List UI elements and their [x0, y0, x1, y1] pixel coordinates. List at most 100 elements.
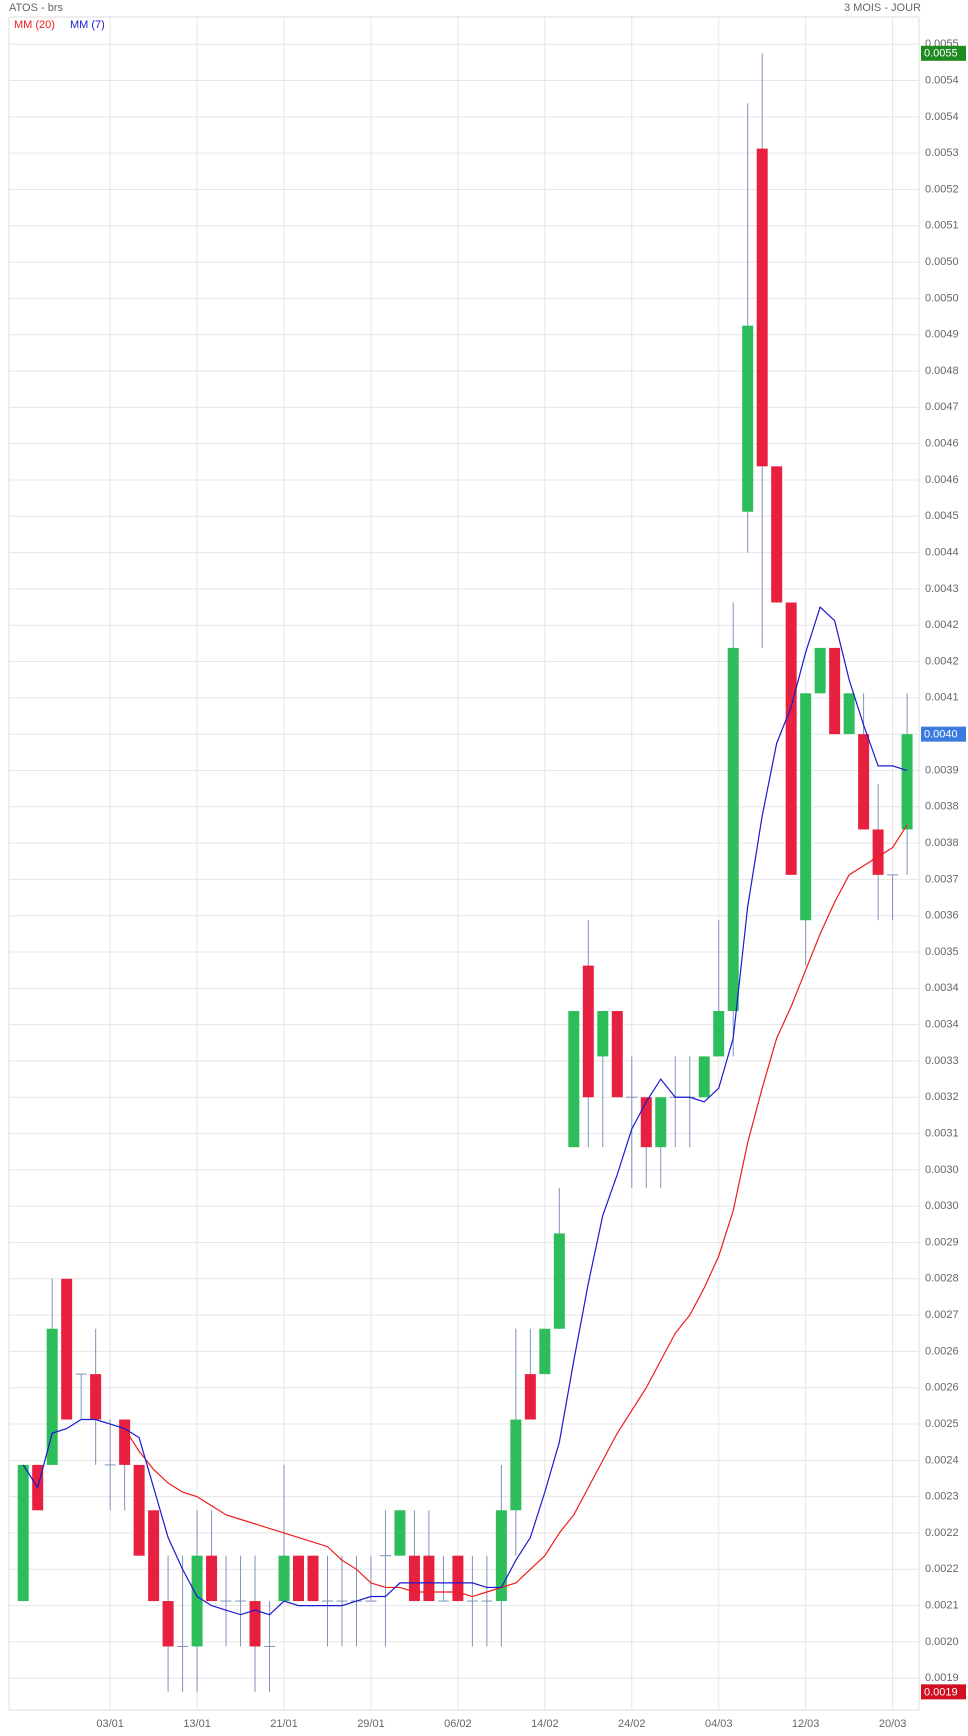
- price-marker: [921, 1684, 966, 1700]
- x-tick-label: 20/03: [879, 1718, 907, 1730]
- chart-title: ATOS - brs: [9, 2, 63, 14]
- candle-body: [394, 1510, 406, 1556]
- y-tick-label: 0.0043: [925, 583, 959, 595]
- candle-body: [423, 1555, 435, 1602]
- y-tick-label: 0.0019: [925, 1672, 959, 1684]
- candle-body: [336, 1600, 348, 1602]
- y-tick-label: 0.0034: [925, 1019, 959, 1031]
- y-tick-label: 0.0024: [925, 1454, 959, 1466]
- y-tick-label: 0.0027: [925, 1309, 959, 1321]
- candle-body: [452, 1555, 464, 1602]
- y-tick-label: 0.0046: [925, 474, 959, 486]
- candle-body: [379, 1555, 391, 1557]
- candle-body: [17, 1464, 29, 1602]
- candle-body: [307, 1555, 319, 1602]
- candle-body: [524, 1374, 536, 1420]
- candle-body: [756, 148, 768, 467]
- price-marker-label: 0.0055: [924, 48, 958, 60]
- moving-average-line: [124, 824, 908, 1598]
- y-tick-label: 0.0049: [925, 329, 959, 341]
- candle-body: [235, 1600, 247, 1602]
- candle-body: [466, 1600, 478, 1602]
- x-tick-label: 12/03: [792, 1718, 820, 1730]
- y-tick-label: 0.0047: [925, 401, 959, 413]
- candle-body: [785, 602, 797, 875]
- x-tick-label: 29/01: [357, 1718, 385, 1730]
- candle-body: [206, 1555, 218, 1602]
- candle-body: [510, 1419, 522, 1511]
- y-tick-label: 0.0021: [925, 1600, 959, 1612]
- x-tick-label: 21/01: [270, 1718, 298, 1730]
- x-tick-label: 13/01: [183, 1718, 211, 1730]
- y-tick-label: 0.0030: [925, 1164, 959, 1176]
- x-tick-label: 14/02: [531, 1718, 559, 1730]
- y-tick-label: 0.0022: [925, 1527, 959, 1539]
- candle-body: [75, 1373, 87, 1375]
- candle-body: [481, 1600, 493, 1602]
- y-tick-label: 0.0050: [925, 256, 959, 268]
- y-tick-label: 0.0044: [925, 546, 959, 558]
- candle-body: [814, 647, 826, 694]
- candle-body: [162, 1601, 174, 1647]
- y-tick-label: 0.0054: [925, 111, 959, 123]
- y-tick-label: 0.0020: [925, 1636, 959, 1648]
- candle-body: [90, 1374, 102, 1420]
- y-tick-label: 0.0036: [925, 910, 959, 922]
- y-tick-label: 0.0038: [925, 801, 959, 813]
- x-tick-label: 03/01: [96, 1718, 124, 1730]
- candle-body: [104, 1464, 116, 1466]
- candle-body: [800, 693, 812, 921]
- legend-label: MM (7): [70, 19, 105, 31]
- candle-body: [539, 1328, 551, 1375]
- legend-label: MM (20): [14, 19, 55, 31]
- candle-body: [61, 1278, 73, 1420]
- candle-body: [177, 1645, 189, 1647]
- moving-average-line: [22, 605, 908, 1616]
- candle-body: [858, 734, 870, 830]
- y-tick-label: 0.0029: [925, 1236, 959, 1248]
- y-tick-label: 0.0032: [925, 1091, 959, 1103]
- price-marker: [921, 726, 966, 742]
- x-tick-label: 04/03: [705, 1718, 733, 1730]
- candle-body: [597, 1011, 609, 1057]
- y-tick-label: 0.0041: [925, 692, 959, 704]
- candle-body: [220, 1600, 232, 1602]
- y-tick-label: 0.0025: [925, 1418, 959, 1430]
- x-tick-label: 24/02: [618, 1718, 646, 1730]
- y-tick-label: 0.0031: [925, 1127, 959, 1139]
- candle-body: [640, 1097, 652, 1148]
- candle-body: [46, 1328, 58, 1465]
- candle-body: [408, 1555, 420, 1602]
- price-marker-label: 0.0040: [924, 729, 958, 741]
- candle-body: [249, 1601, 261, 1647]
- candle-body: [698, 1056, 710, 1098]
- candle-body: [742, 325, 754, 512]
- y-tick-label: 0.0054: [925, 74, 959, 86]
- y-tick-label: 0.0042: [925, 655, 959, 667]
- y-tick-label: 0.0022: [925, 1563, 959, 1575]
- y-tick-label: 0.0028: [925, 1273, 959, 1285]
- candle-body: [611, 1011, 623, 1098]
- y-tick-label: 0.0053: [925, 147, 959, 159]
- candle-body: [655, 1097, 667, 1148]
- candle-body: [133, 1464, 145, 1556]
- candle-body: [582, 965, 594, 1098]
- y-tick-label: 0.0046: [925, 438, 959, 450]
- y-tick-label: 0.0045: [925, 510, 959, 522]
- candle-body: [829, 647, 841, 735]
- y-tick-label: 0.0052: [925, 183, 959, 195]
- y-tick-label: 0.0048: [925, 365, 959, 377]
- candle-body: [191, 1555, 203, 1647]
- y-tick-label: 0.0035: [925, 946, 959, 958]
- y-tick-label: 0.0023: [925, 1491, 959, 1503]
- candle-body: [119, 1419, 131, 1465]
- candle-body: [365, 1600, 377, 1602]
- y-tick-label: 0.0030: [925, 1200, 959, 1212]
- y-tick-label: 0.0042: [925, 619, 959, 631]
- chart-subtitle: 3 MOIS - JOUR: [844, 2, 921, 14]
- candle-body: [887, 874, 899, 876]
- y-tick-label: 0.0038: [925, 837, 959, 849]
- candle-body: [626, 1096, 638, 1098]
